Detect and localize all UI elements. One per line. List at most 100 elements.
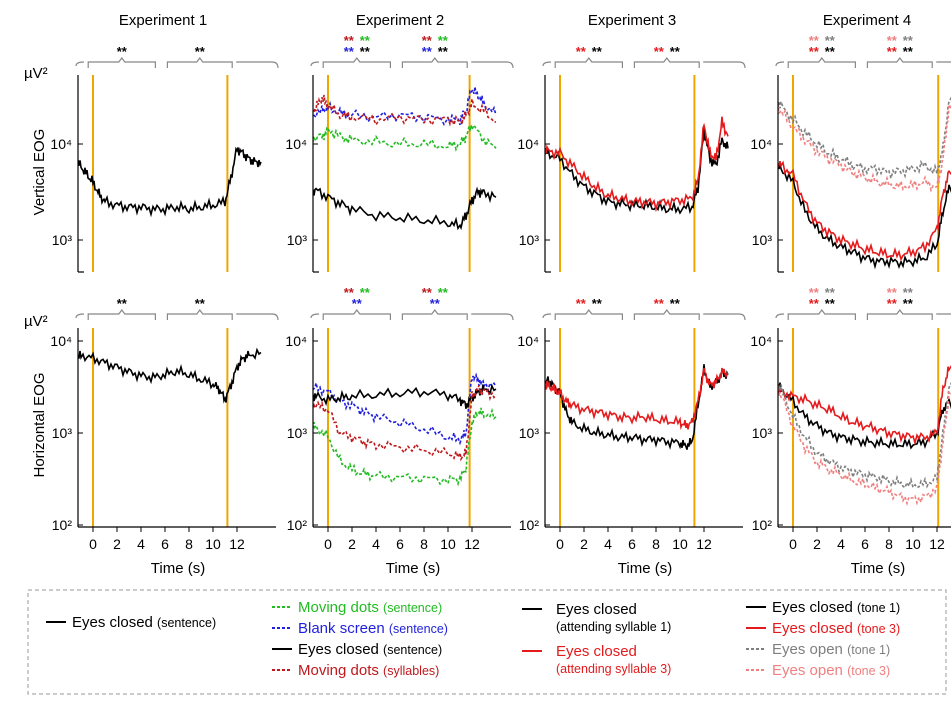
legend-label: Eyes closed (sentence)	[298, 641, 442, 658]
legend-item-exp4: Eyes closed (tone 3)	[746, 620, 900, 637]
x-tick-label: 2	[348, 536, 356, 552]
brace-right-cap	[236, 313, 279, 321]
y-tick-label: 10³	[287, 425, 308, 441]
y-tick-label: 10⁴	[50, 333, 72, 349]
series-line	[313, 94, 497, 128]
series-line	[778, 364, 951, 446]
x-tick-label: 10	[440, 536, 456, 552]
brace-interval-1	[787, 309, 856, 320]
brace-left-cap	[310, 61, 320, 67]
significance-stars: **	[360, 44, 371, 59]
significance-stars: **	[825, 296, 836, 311]
x-tick-label: 10	[205, 536, 221, 552]
x-tick-label: 6	[396, 536, 404, 552]
legend-label-main: Eyes closed	[298, 641, 383, 658]
series-group	[778, 364, 951, 506]
significance-stars: **	[825, 44, 836, 59]
y-tick-label: 10⁴	[285, 136, 307, 152]
series-line	[778, 383, 951, 506]
brace-left-cap	[542, 313, 552, 319]
y-tick-label: 10³	[52, 232, 73, 248]
significance-stars: **	[887, 44, 898, 59]
y-tick-label: 10⁴	[750, 136, 772, 152]
x-tick-label: 0	[89, 536, 97, 552]
y-tick-label: 10³	[519, 425, 540, 441]
significance-stars: **	[422, 285, 433, 300]
legend-label: Blank screen (sentence)	[298, 620, 448, 637]
legend-label-note: (tone 3)	[847, 664, 890, 678]
significance-stars: **	[344, 33, 355, 48]
y-tick-label: 10³	[52, 425, 73, 441]
significance-stars: **	[438, 33, 449, 48]
series-line	[778, 381, 951, 490]
y-tick-label: 10²	[752, 517, 773, 533]
brace-left-cap	[775, 313, 785, 319]
legend-label-note: (tone 1)	[847, 643, 890, 657]
significance-stars: **	[887, 285, 898, 300]
brace-interval-2	[866, 57, 933, 68]
significance-stars: **	[903, 296, 914, 311]
x-tick-label: 4	[372, 536, 380, 552]
legend-label-main: Eyes closed	[72, 614, 157, 631]
x-tick-label: 8	[652, 536, 660, 552]
legend-label: Moving dots (syllables)	[298, 662, 439, 679]
brace-interval-1	[87, 309, 156, 320]
x-tick-label: 2	[113, 536, 121, 552]
x-tick-label: 10	[905, 536, 921, 552]
significance-stars: **	[903, 44, 914, 59]
x-tick-label: 12	[229, 536, 245, 552]
series-group	[313, 372, 497, 487]
series-group	[778, 96, 951, 270]
x-tick-label: 0	[789, 536, 797, 552]
y-tick-label: 10³	[752, 425, 773, 441]
series-line	[545, 367, 729, 431]
legend-item-exp2: Moving dots (sentence)	[272, 599, 442, 616]
legend-label-note: (sentence)	[157, 616, 216, 630]
significance-stars: **	[422, 33, 433, 48]
legend-label-note: (syllables)	[383, 664, 439, 678]
legend-label: Eyes open (tone 1)	[772, 641, 890, 658]
series-line	[78, 347, 262, 404]
series-line	[545, 128, 729, 215]
significance-stars: **	[344, 44, 355, 59]
brace-right-cap	[703, 61, 746, 69]
y-tick-label: 10⁴	[517, 136, 539, 152]
y-tick-label: 10²	[519, 517, 540, 533]
legend-label: Eyes open (tone 3)	[772, 662, 890, 679]
y-tick-label: 10⁴	[750, 333, 772, 349]
x-tick-label: 6	[861, 536, 869, 552]
x-tick-label: 4	[604, 536, 612, 552]
legend-label-note: (sentence)	[383, 643, 442, 657]
series-line	[313, 186, 497, 231]
legend-note: (attending syllable 3)	[556, 662, 671, 676]
unit-label-bottom: µV²	[24, 313, 48, 330]
series-line	[313, 123, 497, 152]
brace-interval-2	[401, 309, 468, 320]
legend-item-exp2: Blank screen (sentence)	[272, 620, 448, 637]
x-tick-label: 4	[137, 536, 145, 552]
legend-label-note: (sentence)	[389, 622, 448, 636]
row-label-horizontal: Horizontal EOG	[31, 372, 48, 477]
y-tick-label: 10⁴	[285, 333, 307, 349]
legend-item-exp4: Eyes open (tone 1)	[746, 641, 890, 658]
legend-label-note: (sentence)	[383, 601, 442, 615]
y-tick-label: 10³	[287, 232, 308, 248]
series-group	[78, 146, 262, 218]
significance-stars: **	[809, 44, 820, 59]
brace-interval-1	[322, 57, 391, 68]
brace-interval-1	[787, 57, 856, 68]
legend-label-main: Eyes closed	[772, 599, 857, 616]
panel-3-horizontal: 0 2 4 6 8 10 12 Time (s) 10⁴ 10³ 10² ** ** ** **	[517, 296, 746, 577]
significance-stars: **	[352, 296, 363, 311]
significance-stars: **	[117, 44, 128, 59]
significance-stars: **	[670, 44, 681, 59]
x-tick-label: 12	[696, 536, 712, 552]
significance-stars: **	[887, 296, 898, 311]
x-tick-label: 8	[885, 536, 893, 552]
legend-label: Eyes closed (tone 3)	[772, 620, 900, 637]
brace-interval-1	[87, 57, 156, 68]
y-tick-label: 10³	[519, 232, 540, 248]
brace-right-cap	[936, 61, 951, 63]
